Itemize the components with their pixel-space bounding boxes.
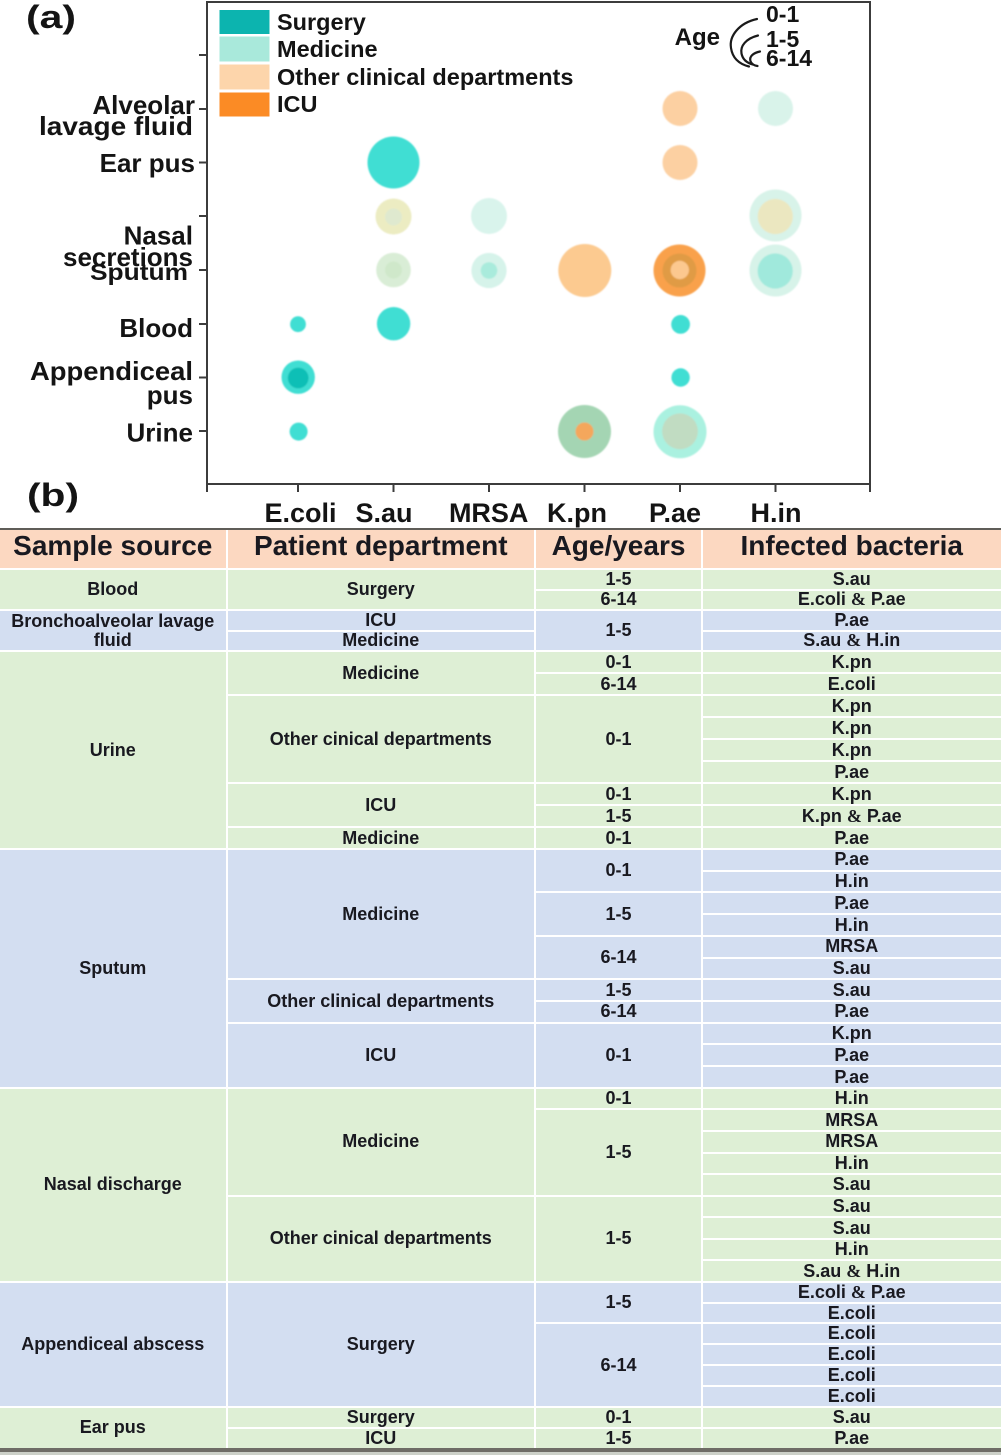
svg-text:Surgery: Surgery bbox=[277, 9, 366, 35]
svg-text:0-1: 0-1 bbox=[766, 1, 799, 27]
svg-text:K.pn: K.pn bbox=[547, 498, 607, 528]
svg-text:ICU: ICU bbox=[277, 91, 317, 117]
svg-text:Blood: Blood bbox=[119, 313, 193, 343]
svg-text:Sputum: Sputum bbox=[90, 259, 188, 285]
svg-text:E.coli: E.coli bbox=[264, 498, 336, 528]
svg-text:Age: Age bbox=[675, 24, 720, 51]
svg-text:H.in: H.in bbox=[751, 498, 802, 528]
svg-text:lavage fluid: lavage fluid bbox=[39, 111, 193, 141]
svg-text:Nasal: Nasal bbox=[124, 221, 193, 251]
svg-text:P.ae: P.ae bbox=[649, 498, 701, 528]
svg-text:secretions: secretions bbox=[63, 242, 193, 272]
svg-text:Urine: Urine bbox=[127, 418, 193, 448]
svg-text:Alveolar: Alveolar bbox=[92, 90, 195, 120]
svg-text:Other clinical departments: Other clinical departments bbox=[277, 64, 573, 90]
svg-text:Ear pus: Ear pus bbox=[100, 148, 195, 178]
svg-text:pus: pus bbox=[147, 380, 193, 410]
svg-text:MRSA: MRSA bbox=[449, 498, 529, 528]
svg-text:1-5: 1-5 bbox=[766, 26, 799, 52]
svg-text:Medicine: Medicine bbox=[277, 36, 378, 62]
svg-text:S.au: S.au bbox=[355, 498, 412, 528]
svg-text:(a): (a) bbox=[26, 0, 76, 35]
svg-text:6-14: 6-14 bbox=[766, 45, 812, 71]
svg-text:(b): (b) bbox=[27, 477, 79, 513]
svg-text:Appendiceal: Appendiceal bbox=[30, 356, 193, 386]
